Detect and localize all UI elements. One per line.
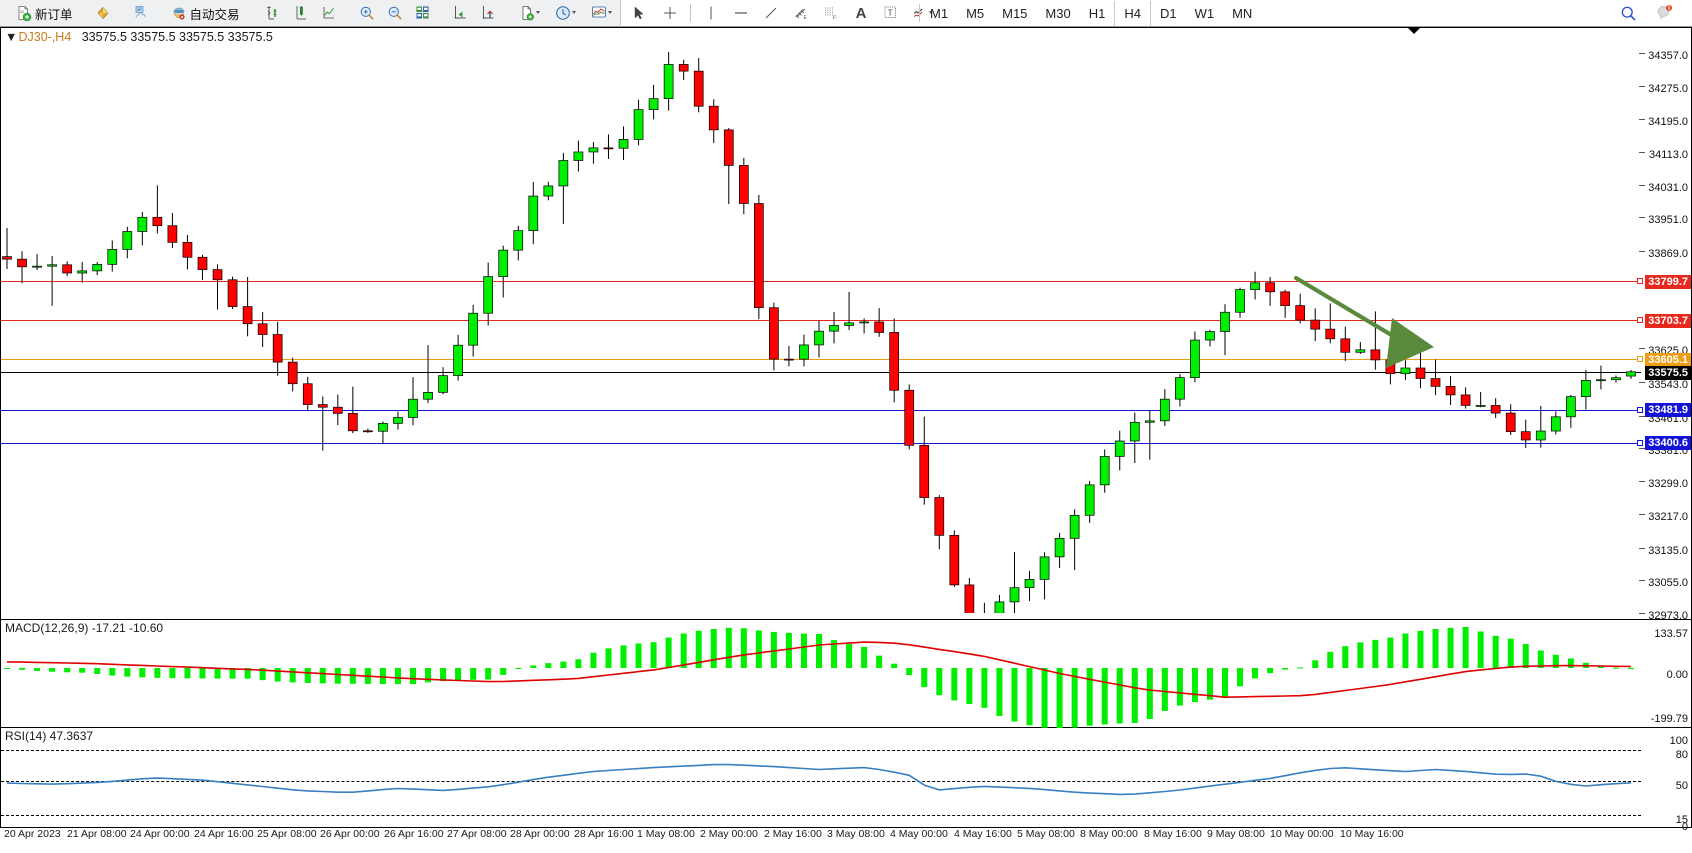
svg-text:F: F — [833, 16, 836, 22]
svg-text:1: 1 — [1667, 5, 1670, 11]
svg-text:E: E — [804, 15, 808, 21]
svg-text:T: T — [888, 8, 893, 18]
